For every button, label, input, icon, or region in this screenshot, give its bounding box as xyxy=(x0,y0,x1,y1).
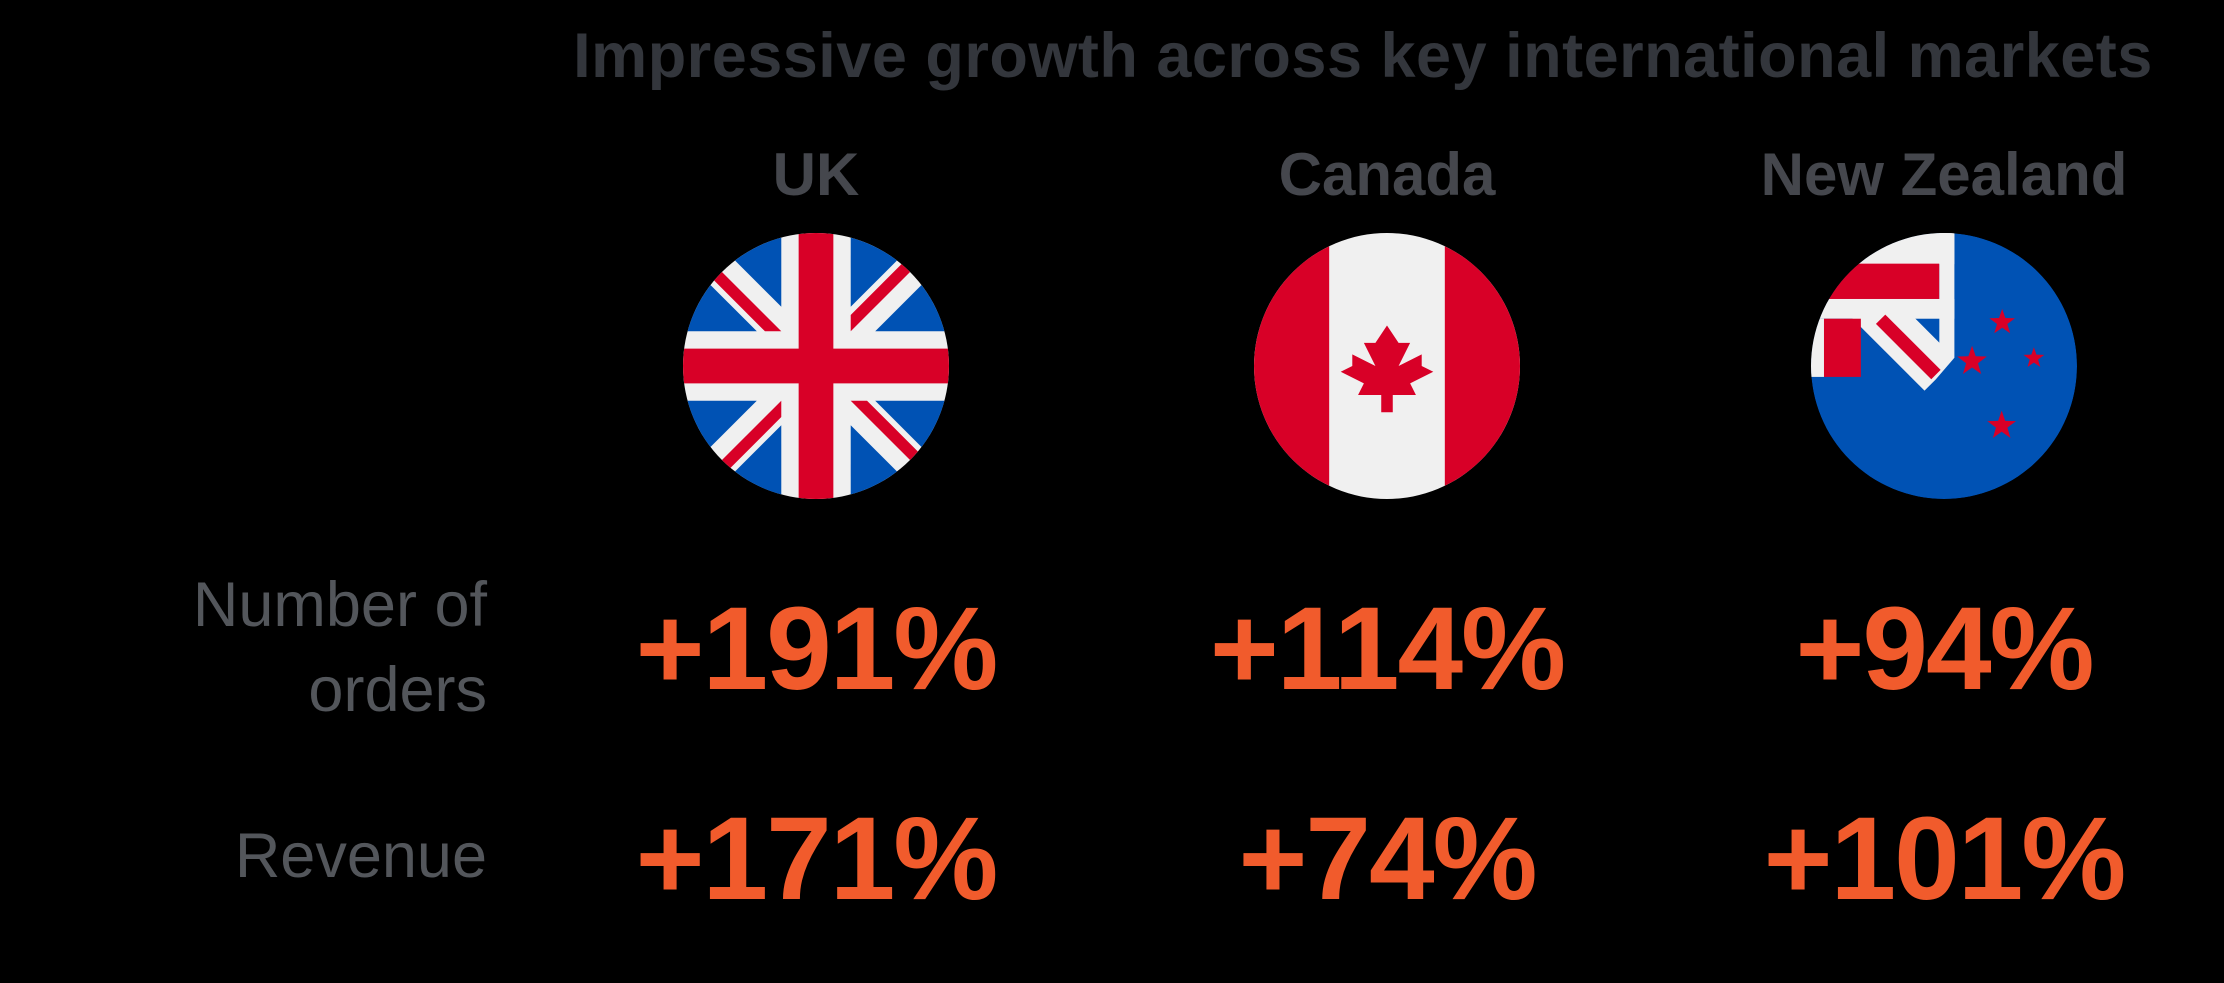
row-label-line: Revenue xyxy=(234,821,487,891)
new-zealand-flag-icon xyxy=(1811,233,2077,499)
page-title: Impressive growth across key internation… xyxy=(573,21,2153,91)
row-label-line: orders xyxy=(308,655,487,725)
row-label-line: Number of xyxy=(192,570,487,640)
orders-growth-canada: +114% xyxy=(1209,583,1566,715)
column-header-new-zealand: New Zealand xyxy=(1760,141,2128,208)
orders-growth-new-zealand: +94% xyxy=(1795,583,2094,715)
canada-flag-icon xyxy=(1254,233,1520,499)
revenue-growth-new-zealand: +101% xyxy=(1763,793,2127,925)
row-label-number-of-orders: Number of orders xyxy=(0,563,487,733)
row-label-revenue: Revenue xyxy=(0,814,487,899)
column-header-uk: UK xyxy=(772,141,860,208)
uk-flag-icon xyxy=(683,233,949,499)
column-header-canada: Canada xyxy=(1278,141,1496,208)
revenue-growth-canada: +74% xyxy=(1238,793,1537,925)
revenue-growth-uk: +171% xyxy=(635,793,999,925)
orders-growth-uk: +191% xyxy=(635,583,999,715)
